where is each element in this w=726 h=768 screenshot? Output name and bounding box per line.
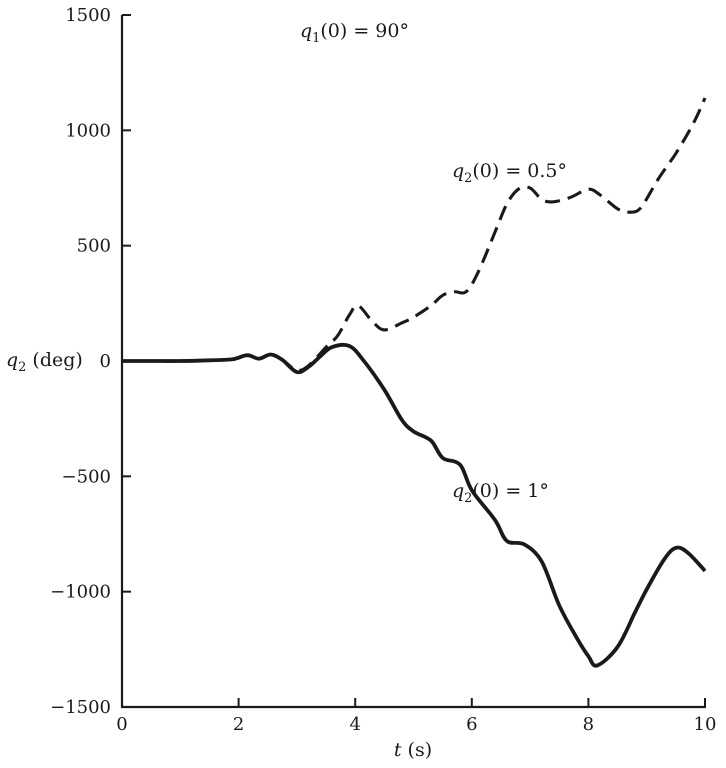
y-tick-label: 0	[100, 351, 111, 372]
curve-dashed	[122, 97, 707, 373]
y-axis-subscript: 2	[18, 359, 27, 375]
y-tick-label: −1000	[50, 582, 111, 603]
dashed-series-label: q2(0) = 0.5°	[452, 160, 567, 186]
annotation-text: (0) = 90°	[320, 20, 409, 42]
solid-label-text: (0) = 1°	[472, 480, 549, 502]
x-axis-units: (s)	[401, 739, 433, 761]
x-tick-label: 10	[694, 714, 717, 735]
dashed-label-text: (0) = 0.5°	[472, 160, 568, 182]
y-axis-label: q2 (deg)	[6, 349, 83, 375]
annotation-variable: q	[300, 20, 313, 42]
x-axis-variable: t	[393, 739, 402, 761]
y-tick-label: 500	[77, 236, 111, 257]
x-tick-label: 2	[233, 714, 244, 735]
y-tick-label: 1000	[65, 120, 111, 141]
annotation-subscript: 1	[312, 30, 321, 46]
solid-label-variable: q	[452, 480, 465, 502]
y-tick-label: −1500	[50, 697, 111, 718]
dashed-label-subscript: 2	[464, 170, 473, 186]
curve-solid	[122, 342, 707, 668]
x-tick-label: 6	[466, 714, 477, 735]
y-tick-label: −500	[62, 466, 111, 487]
initial-condition-annotation: q1(0) = 90°	[300, 20, 409, 46]
x-tick-label: 8	[583, 714, 594, 735]
solid-label-subscript: 2	[464, 490, 473, 506]
x-axis-label: t (s)	[363, 739, 463, 762]
x-tick-label: 0	[116, 714, 127, 735]
x-tick-label: 4	[349, 714, 360, 735]
y-tick-label: 1500	[65, 5, 111, 26]
solid-series-label: q2(0) = 1°	[452, 480, 549, 506]
y-axis-variable: q	[6, 349, 19, 371]
y-axis-units: (deg)	[26, 349, 83, 371]
dashed-label-variable: q	[452, 160, 465, 182]
